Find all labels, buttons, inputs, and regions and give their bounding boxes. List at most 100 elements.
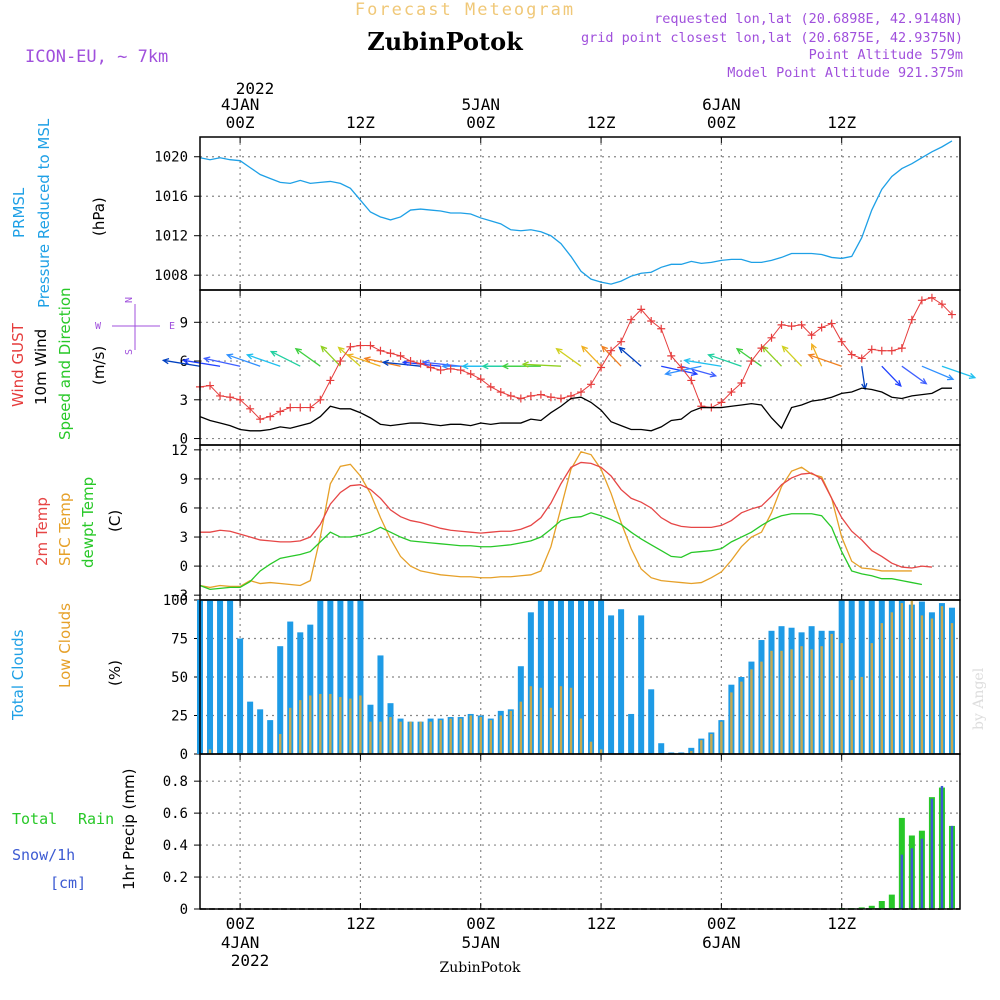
date-label-top: 6JAN: [702, 95, 741, 114]
low-cloud-bar: [479, 717, 482, 754]
gust-marker: [817, 323, 826, 332]
gust-marker: [346, 342, 355, 351]
low-cloud-bar: [559, 686, 563, 754]
temperature-ytick-label: 12: [171, 443, 188, 459]
low-cloud-bar: [710, 733, 713, 754]
gust-marker: [657, 324, 666, 333]
time-label-bottom: 00Z: [226, 914, 255, 933]
pressure-ytick-label: 1016: [154, 189, 188, 205]
gust-marker: [336, 357, 345, 366]
low-cloud-bar: [720, 721, 723, 754]
requested-coords: requested lon,lat (20.6898E, 42.9148N): [654, 11, 963, 27]
low-cloud-bar: [569, 687, 573, 754]
low-cloud-bar: [860, 677, 863, 754]
gust-marker: [416, 359, 425, 368]
gust-line: [199, 297, 953, 420]
wind-vector-arrow: [163, 359, 201, 367]
gust-marker: [597, 363, 606, 372]
product-title: Forecast Meteogram: [355, 0, 575, 20]
cloud-unit: (%): [106, 660, 124, 686]
low-cloud-bar: [549, 707, 553, 754]
wind-ytick-label: 0: [180, 432, 188, 448]
total-cloud-bar: [267, 720, 274, 754]
wind-vector-head: [161, 357, 170, 365]
wind-vector-arrow: [811, 343, 823, 367]
wind-vector-head: [501, 363, 509, 370]
compass-icon: N S W E: [95, 297, 175, 355]
total-cloud-bar: [557, 600, 564, 754]
wind-vector-arrow: [347, 354, 381, 367]
wind-vector-arrow: [921, 365, 954, 380]
wind-vector-arrow: [861, 366, 866, 390]
pressure-desc: Pressure Reduced to MSL: [35, 118, 53, 308]
snow-bar: [940, 785, 944, 909]
gust-marker: [276, 407, 285, 416]
time-label-bottom: 00Z: [466, 914, 495, 933]
wind-vector-head: [735, 347, 744, 355]
gust-marker: [306, 403, 315, 412]
time-label-bottom: 12Z: [587, 914, 616, 933]
gust-marker: [496, 388, 505, 397]
rain-bar: [888, 894, 895, 909]
wind-vector-head: [461, 363, 469, 370]
gust-marker: [456, 366, 465, 375]
svg-text:E: E: [169, 321, 175, 332]
low-cloud-bar: [329, 693, 332, 754]
time-label-top: 00Z: [707, 113, 736, 132]
precip-total-label: Total: [12, 810, 57, 828]
low-cloud-bar: [519, 701, 523, 754]
wind-vector-head: [320, 345, 328, 353]
low-cloud-bar: [750, 669, 753, 754]
gust-marker: [697, 402, 706, 411]
gust-marker: [737, 379, 746, 387]
t2m-line: [200, 461, 932, 569]
wind-vector-head: [481, 363, 489, 370]
low-cloud-bar: [940, 606, 944, 754]
low-cloud-bar: [339, 697, 342, 754]
gust-marker: [577, 388, 586, 397]
precip-ytick-label: 0.6: [163, 806, 188, 822]
total-cloud-bar: [247, 701, 254, 754]
wind-vector-arrow: [881, 365, 902, 387]
gust-marker: [847, 350, 856, 359]
gust-marker: [386, 349, 395, 358]
precip-panel: 0 0.2 0.4 0.6 0.8: [163, 753, 961, 918]
total-cloud-bar: [297, 632, 304, 754]
gust-marker: [627, 315, 636, 324]
gust-marker: [647, 317, 656, 325]
gust-marker: [226, 393, 235, 402]
rain-bar: [858, 907, 865, 909]
wind-vector-head: [894, 380, 902, 388]
gust-marker: [897, 344, 906, 353]
low-cloud-bar: [279, 733, 282, 754]
low-cloud-bar: [349, 698, 352, 754]
gust-marker: [446, 364, 455, 373]
dewpt-label: dewpt Temp: [79, 477, 97, 568]
wind-vector-head: [337, 346, 345, 354]
wind-vector-arrow: [183, 359, 221, 367]
precip-ytick-label: 0.2: [163, 870, 188, 886]
gust-marker: [807, 331, 816, 340]
low-cloud-bar: [509, 710, 513, 754]
low-cloud-bar: [449, 718, 452, 754]
gust-marker: [516, 394, 525, 403]
total-cloud-bar: [608, 615, 615, 754]
time-label-bottom: 12Z: [346, 914, 375, 933]
wind-vector-arrow: [601, 346, 622, 367]
total-cloud-bar: [577, 600, 585, 754]
total-cloud-bar: [287, 621, 294, 754]
total-cloud-bar: [567, 600, 574, 754]
wind-vector-head: [690, 369, 699, 377]
low-cloud-bar: [820, 646, 823, 754]
wind-vector-head: [421, 359, 430, 366]
wind-vector-arrow: [581, 346, 602, 367]
low-cloud-bar: [489, 720, 492, 754]
wind-vector-head: [709, 371, 718, 378]
low-cloud-bar: [870, 643, 873, 754]
low-cloud-bar: [579, 718, 583, 754]
gust-marker: [887, 346, 896, 355]
wind-vector-arrow: [941, 365, 976, 379]
gust-marker: [907, 315, 916, 324]
bottom-year: 2022: [231, 951, 270, 970]
time-label-top: 00Z: [226, 113, 255, 132]
